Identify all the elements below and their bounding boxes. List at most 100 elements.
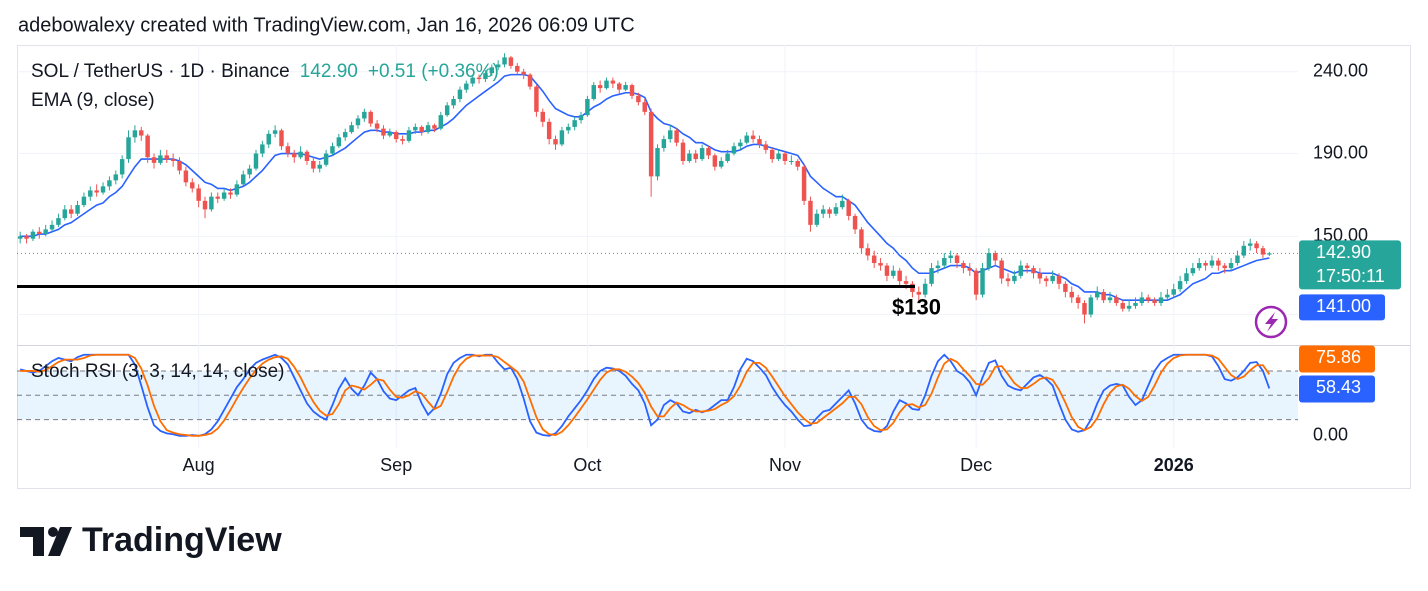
candle-body <box>75 205 80 214</box>
candle-body <box>961 263 966 269</box>
legend-last: 142.90 <box>300 61 358 82</box>
candle-body <box>349 125 354 133</box>
candle-body <box>865 248 871 256</box>
candle-body <box>406 130 412 141</box>
candle-body <box>221 192 227 199</box>
candle-body <box>540 111 546 122</box>
candle-body <box>1031 268 1036 274</box>
stoch-k-box <box>1299 375 1375 403</box>
candle-body <box>432 125 437 129</box>
x-tick-label: Oct <box>573 455 601 475</box>
candle-body <box>1095 291 1100 298</box>
alert-icon[interactable] <box>1254 305 1288 339</box>
candle-body <box>527 74 533 87</box>
legend-change: +0.51 (+0.36%) <box>368 61 499 82</box>
candle-body <box>132 130 138 138</box>
candle-body <box>827 209 832 214</box>
candle-body <box>878 263 883 266</box>
stoch-d-box <box>1299 345 1375 373</box>
candle-body <box>88 190 93 197</box>
candle-body <box>623 85 628 90</box>
candle-body <box>126 137 131 160</box>
candle-body <box>604 80 609 89</box>
candle-body <box>113 174 119 181</box>
candle-body <box>546 121 552 140</box>
candle-body <box>374 123 380 129</box>
candle-body <box>712 155 718 167</box>
candle-body <box>833 207 839 214</box>
candle-body <box>706 148 711 156</box>
candle-body <box>980 268 985 295</box>
stoch-d-label: 75.86 <box>1316 347 1361 367</box>
candle-body <box>56 218 61 225</box>
candle-body <box>559 130 565 145</box>
candle-body <box>693 153 698 160</box>
candle-body <box>266 133 271 145</box>
candle-body <box>279 130 284 147</box>
last-price-box <box>1299 240 1401 290</box>
candle-body <box>508 57 514 66</box>
candle-body <box>209 196 214 210</box>
candle-body <box>699 148 705 160</box>
candle-body <box>744 135 749 143</box>
candle-body <box>489 67 495 74</box>
candle-body <box>852 215 858 230</box>
candle-body <box>795 160 800 167</box>
candle-body <box>425 125 431 133</box>
candle-body <box>170 159 176 161</box>
candle-body <box>1216 260 1221 266</box>
candle-body <box>177 160 182 171</box>
candle-body <box>272 130 278 134</box>
stoch-legend: Stoch RSI (3, 3, 14, 14, close) <box>31 361 284 382</box>
tradingview-logo: TradingView <box>20 521 282 559</box>
candle-body <box>1165 294 1170 298</box>
candle-body <box>986 253 992 269</box>
candle-body <box>1037 273 1043 279</box>
candle-body <box>43 229 48 235</box>
candle-body <box>1024 265 1030 269</box>
candle-body <box>151 157 157 163</box>
candle-body <box>661 139 667 149</box>
candle-body <box>1075 297 1081 304</box>
candle-body <box>948 255 953 259</box>
candle-body <box>495 64 501 68</box>
y-tick-label: 0.00 <box>1313 425 1348 445</box>
candle-body <box>1247 243 1253 246</box>
candle-body <box>37 231 42 235</box>
candle-body <box>464 83 469 90</box>
candle-body <box>393 132 399 140</box>
y-tick-label: 240.00 <box>1313 60 1368 80</box>
candle-body <box>1267 253 1272 255</box>
candle-body <box>782 153 788 161</box>
candle-body <box>228 192 233 195</box>
logo-text: TradingView <box>82 521 282 559</box>
candle-body <box>1056 275 1062 284</box>
candle-body <box>534 86 539 112</box>
candle-body <box>190 182 195 189</box>
candle-body <box>476 77 482 80</box>
candle-body <box>999 260 1004 279</box>
candle-body <box>1139 297 1145 304</box>
x-tick-label: Nov <box>769 455 801 475</box>
candle-body <box>323 153 329 165</box>
candle-body <box>572 120 577 127</box>
candle-body <box>81 196 87 206</box>
candle-body <box>100 186 106 193</box>
candle-body <box>846 200 851 216</box>
stoch-k-label: 58.43 <box>1316 377 1361 397</box>
candle-body <box>642 102 647 112</box>
candle-body <box>655 148 660 177</box>
candle-body <box>196 188 201 201</box>
candle-body <box>49 224 55 230</box>
candle-body <box>731 146 737 154</box>
candle-body <box>1120 303 1125 309</box>
candle-body <box>1012 275 1017 282</box>
candle-body <box>215 196 220 199</box>
candle-body <box>629 85 635 96</box>
candle-body <box>897 270 902 282</box>
candle-body <box>617 83 622 90</box>
candle-body <box>253 153 259 169</box>
candle-body <box>801 166 807 201</box>
candle-body <box>1069 291 1074 298</box>
ema-label: 141.00 <box>1316 296 1371 316</box>
